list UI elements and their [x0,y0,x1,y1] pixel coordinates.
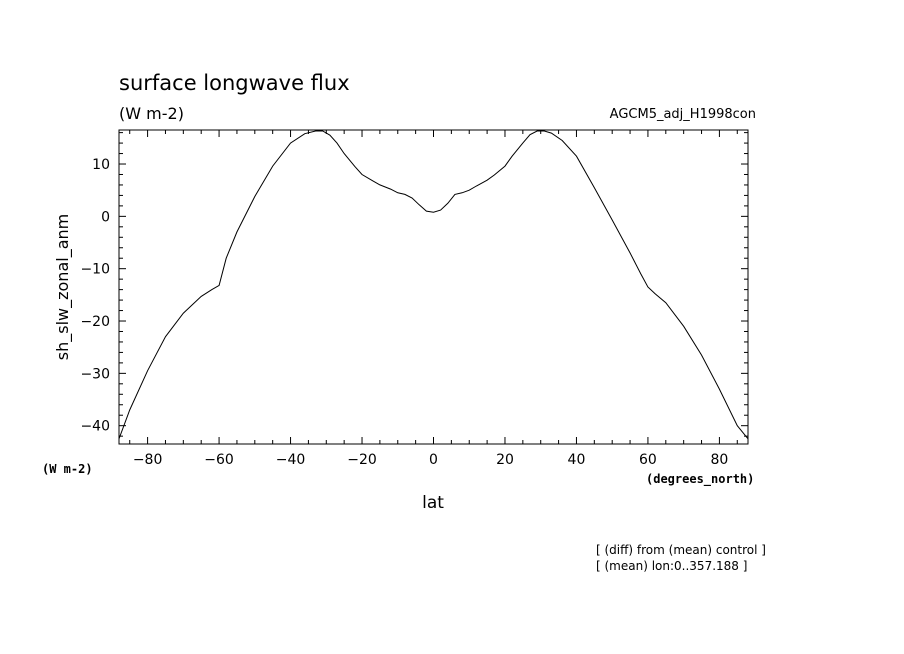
x-units-label: (degrees_north) [646,472,754,487]
x-tick-label: 20 [496,452,514,468]
y-tick-label: −20 [80,314,110,330]
plot-frame [118,129,749,445]
x-axis-title: lat [422,493,444,513]
y-tick-label: −10 [80,262,110,278]
x-tick-label: −40 [276,452,306,468]
series-line [118,130,749,440]
note-mean: [ (mean) lon:0..357.188 ] [596,559,747,573]
chart-title: surface longwave flux [119,71,350,95]
note-diff: [ (diff) from (mean) control ] [596,543,766,557]
x-tick-label: 80 [710,452,728,468]
y-tick-label: −30 [80,366,110,382]
y-tick-label: 0 [101,209,110,225]
y-tick-label: −40 [80,419,110,435]
x-tick-label: 40 [568,452,586,468]
y-axis: −40 −30 −20 −10 0 10 [80,132,748,437]
x-tick-label: −80 [133,452,163,468]
y-tick-label: 10 [92,157,110,173]
x-tick-label: 60 [639,452,657,468]
x-tick-label: −20 [347,452,377,468]
x-tick-label: 0 [429,452,438,468]
x-tick-label: −60 [204,452,234,468]
x-axis: −80 −60 −40 −20 0 20 40 60 80 [129,130,738,468]
y-units-label: (W m-2) [42,462,93,476]
y-axis-title: sh_slw_zonal_anm [53,214,73,360]
units-label: (W m-2) [119,104,184,123]
run-label: AGCM5_adj_H1998con [610,107,756,122]
